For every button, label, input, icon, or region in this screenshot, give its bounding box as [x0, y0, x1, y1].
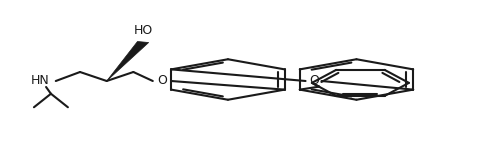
Text: HN: HN: [31, 74, 49, 87]
Polygon shape: [106, 42, 149, 81]
Text: O: O: [309, 74, 318, 87]
Text: HO: HO: [133, 24, 152, 36]
Text: O: O: [157, 74, 167, 87]
